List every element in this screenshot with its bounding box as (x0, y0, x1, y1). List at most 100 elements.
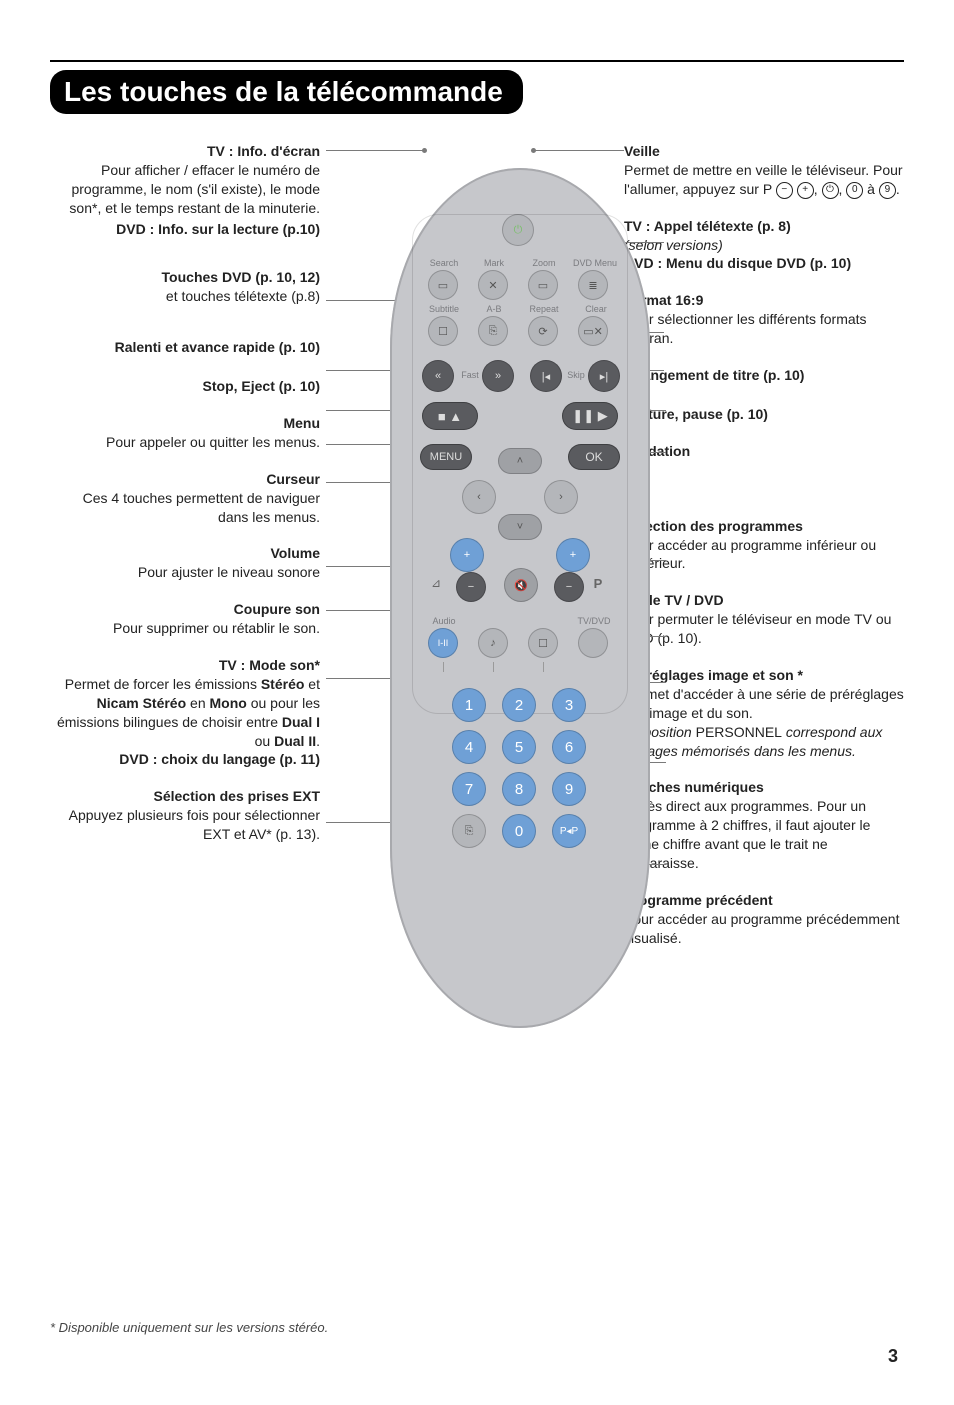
lbl-mode-title: TV : Mode son* (50, 656, 320, 675)
lbl-info-dvd: DVD : Info. sur la lecture (p.10) (50, 220, 320, 239)
num-4: 4 (452, 730, 486, 764)
lbl-ok: Validation (624, 442, 904, 461)
lbl-ttx-title: TV : Appel télétexte (p. 8) (624, 217, 904, 236)
clear-button-icon: ▭✕ (578, 316, 608, 346)
lbl-play: Lecture, pause (p. 10) (624, 405, 904, 424)
menu-button: MENU (420, 444, 472, 470)
lbl-fmt-body: Pour sélectionner les différents formats… (624, 310, 904, 348)
lbl-dvdbtns-body: et touches télétexte (p.8) (50, 287, 320, 306)
lbl-veille-body: Permet de mettre en veille le téléviseur… (624, 161, 904, 199)
lbl-vol-body: Pour ajuster le niveau sonore (50, 563, 320, 582)
search-button-icon: ▭ (428, 270, 458, 300)
lbl-tvdvd-title: Mode TV / DVD (624, 591, 904, 610)
num-3: 3 (552, 688, 586, 722)
stop-eject-icon: ■ ▲ (422, 402, 478, 430)
dvdmenu-button-icon: ≣ (578, 270, 608, 300)
lbl-ext-title: Sélection des prises EXT (50, 787, 320, 806)
lbl-num-body: Accès direct aux programmes. Pour un pro… (624, 797, 904, 873)
lbl-stop: Stop, Eject (p. 10) (50, 377, 320, 396)
lbl-mode-dvd: DVD : choix du langage (p. 11) (50, 750, 320, 769)
footnote: * Disponible uniquement sur les versions… (50, 1320, 328, 1335)
lbl-prev-title: Programme précédent (624, 891, 904, 910)
ab-button-icon: ⎘ (478, 316, 508, 346)
lbl-ab: A-B (474, 304, 514, 314)
num-9: 9 (552, 772, 586, 806)
lbl-fast: Ralenti et avance rapide (p. 10) (50, 338, 320, 357)
vol-icon: ⊿ (426, 576, 446, 590)
lbl-mute-body: Pour supprimer ou rétablir le son. (50, 619, 320, 638)
right-column: Veille Permet de mettre en veille le tél… (624, 142, 904, 966)
lbl-cursor-body: Ces 4 touches permettent de naviguer dan… (50, 489, 320, 527)
left-column: TV : Info. d'écran Pour afficher / effac… (50, 142, 320, 862)
vol-down-icon: − (456, 572, 486, 602)
lbl-preset-body: Permet d'accéder à une série de prérégla… (624, 685, 904, 761)
nav-left-icon: ‹ (462, 480, 496, 514)
lbl-mode-body: Permet de forcer les émissions Stéréo et… (50, 675, 320, 751)
subtitle-button-icon: ☐ (428, 316, 458, 346)
num-8: 8 (502, 772, 536, 806)
lbl-audio: Audio (424, 616, 464, 626)
lbl-prev-body: Pour accéder au programme précédemment v… (624, 910, 904, 948)
prog-up-icon: + (556, 538, 590, 572)
lbl-clear: Clear (576, 304, 616, 314)
lbl-prog-title: Sélection des programmes (624, 517, 904, 536)
lbl-num-title: Touches numériques (624, 778, 904, 797)
lbl-subtitle: Subtitle (424, 304, 464, 314)
num-7: 7 (452, 772, 486, 806)
lbl-fast: Fast (458, 370, 482, 380)
lbl-vol-title: Volume (50, 544, 320, 563)
tvdvd-button-icon (578, 628, 608, 658)
mark-button-icon: ✕ (478, 270, 508, 300)
lbl-veille-title: Veille (624, 142, 904, 161)
smart-picture-icon: ☐ (528, 628, 558, 658)
lbl-mark: Mark (474, 258, 514, 268)
lbl-info-title: TV : Info. d'écran (50, 142, 320, 161)
lbl-ttx-dvd: DVD : Menu du disque DVD (p. 10) (624, 254, 904, 273)
skip-next-icon: ▸| (588, 360, 620, 392)
skip-prev-icon: |◂ (530, 360, 562, 392)
lbl-search: Search (424, 258, 464, 268)
lbl-ext-body: Appuyez plusieurs fois pour sélectionner… (50, 806, 320, 844)
lbl-prog-body: Pour accéder au programme inférieur ou s… (624, 536, 904, 574)
lbl-dvdbtns-title: Touches DVD (p. 10, 12) (50, 268, 320, 287)
lbl-tvdvd-body: Pour permuter le téléviseur en mode TV o… (624, 610, 904, 648)
mute-icon: 🔇 (504, 568, 538, 602)
prog-down-icon: − (554, 572, 584, 602)
lbl-info-body: Pour afficher / effacer le numéro de pro… (50, 161, 320, 218)
num-5: 5 (502, 730, 536, 764)
lbl-tvdvd: TV/DVD (572, 616, 616, 626)
zoom-button-icon: ▭ (528, 270, 558, 300)
vol-up-icon: + (450, 538, 484, 572)
prev-prog-button-icon: P◂P (552, 814, 586, 848)
lbl-preset-title: Préréglages image et son * (624, 666, 904, 685)
lbl-menu-body: Pour appeler ou quitter les menus. (50, 433, 320, 452)
lbl-ttx-sub: (selon versions) (624, 236, 904, 255)
repeat-button-icon: ⟳ (528, 316, 558, 346)
remote-illustration: ⏻ Search Mark Zoom DVD Menu ▭ ✕ ▭ ≣ Subt… (390, 168, 650, 1028)
smart-sound-icon: ♪ (478, 628, 508, 658)
lbl-skip: Skip (565, 370, 587, 380)
lbl-repeat: Repeat (524, 304, 564, 314)
lbl-fmt-title: Format 16:9 (624, 291, 904, 310)
lbl-dvdmenu: DVD Menu (572, 258, 618, 268)
ext-button-icon: ⎘ (452, 814, 486, 848)
p-label: P (590, 576, 606, 591)
page-number: 3 (888, 1346, 898, 1367)
ok-button: OK (568, 444, 620, 470)
nav-down-icon: ˅ (498, 514, 542, 540)
nav-right-icon: › (544, 480, 578, 514)
page-title: Les touches de la télécommande (50, 70, 523, 114)
play-pause-icon: ❚❚ ▶ (562, 402, 618, 430)
num-6: 6 (552, 730, 586, 764)
lbl-mute-title: Coupure son (50, 600, 320, 619)
fast-fwd-icon: » (482, 360, 514, 392)
lbl-chg: Changement de titre (p. 10) (624, 366, 904, 385)
lbl-menu-title: Menu (50, 414, 320, 433)
num-2: 2 (502, 688, 536, 722)
lbl-zoom: Zoom (524, 258, 564, 268)
lbl-cursor-title: Curseur (50, 470, 320, 489)
num-0: 0 (502, 814, 536, 848)
num-1: 1 (452, 688, 486, 722)
fast-rew-icon: « (422, 360, 454, 392)
nav-up-icon: ˄ (498, 448, 542, 474)
